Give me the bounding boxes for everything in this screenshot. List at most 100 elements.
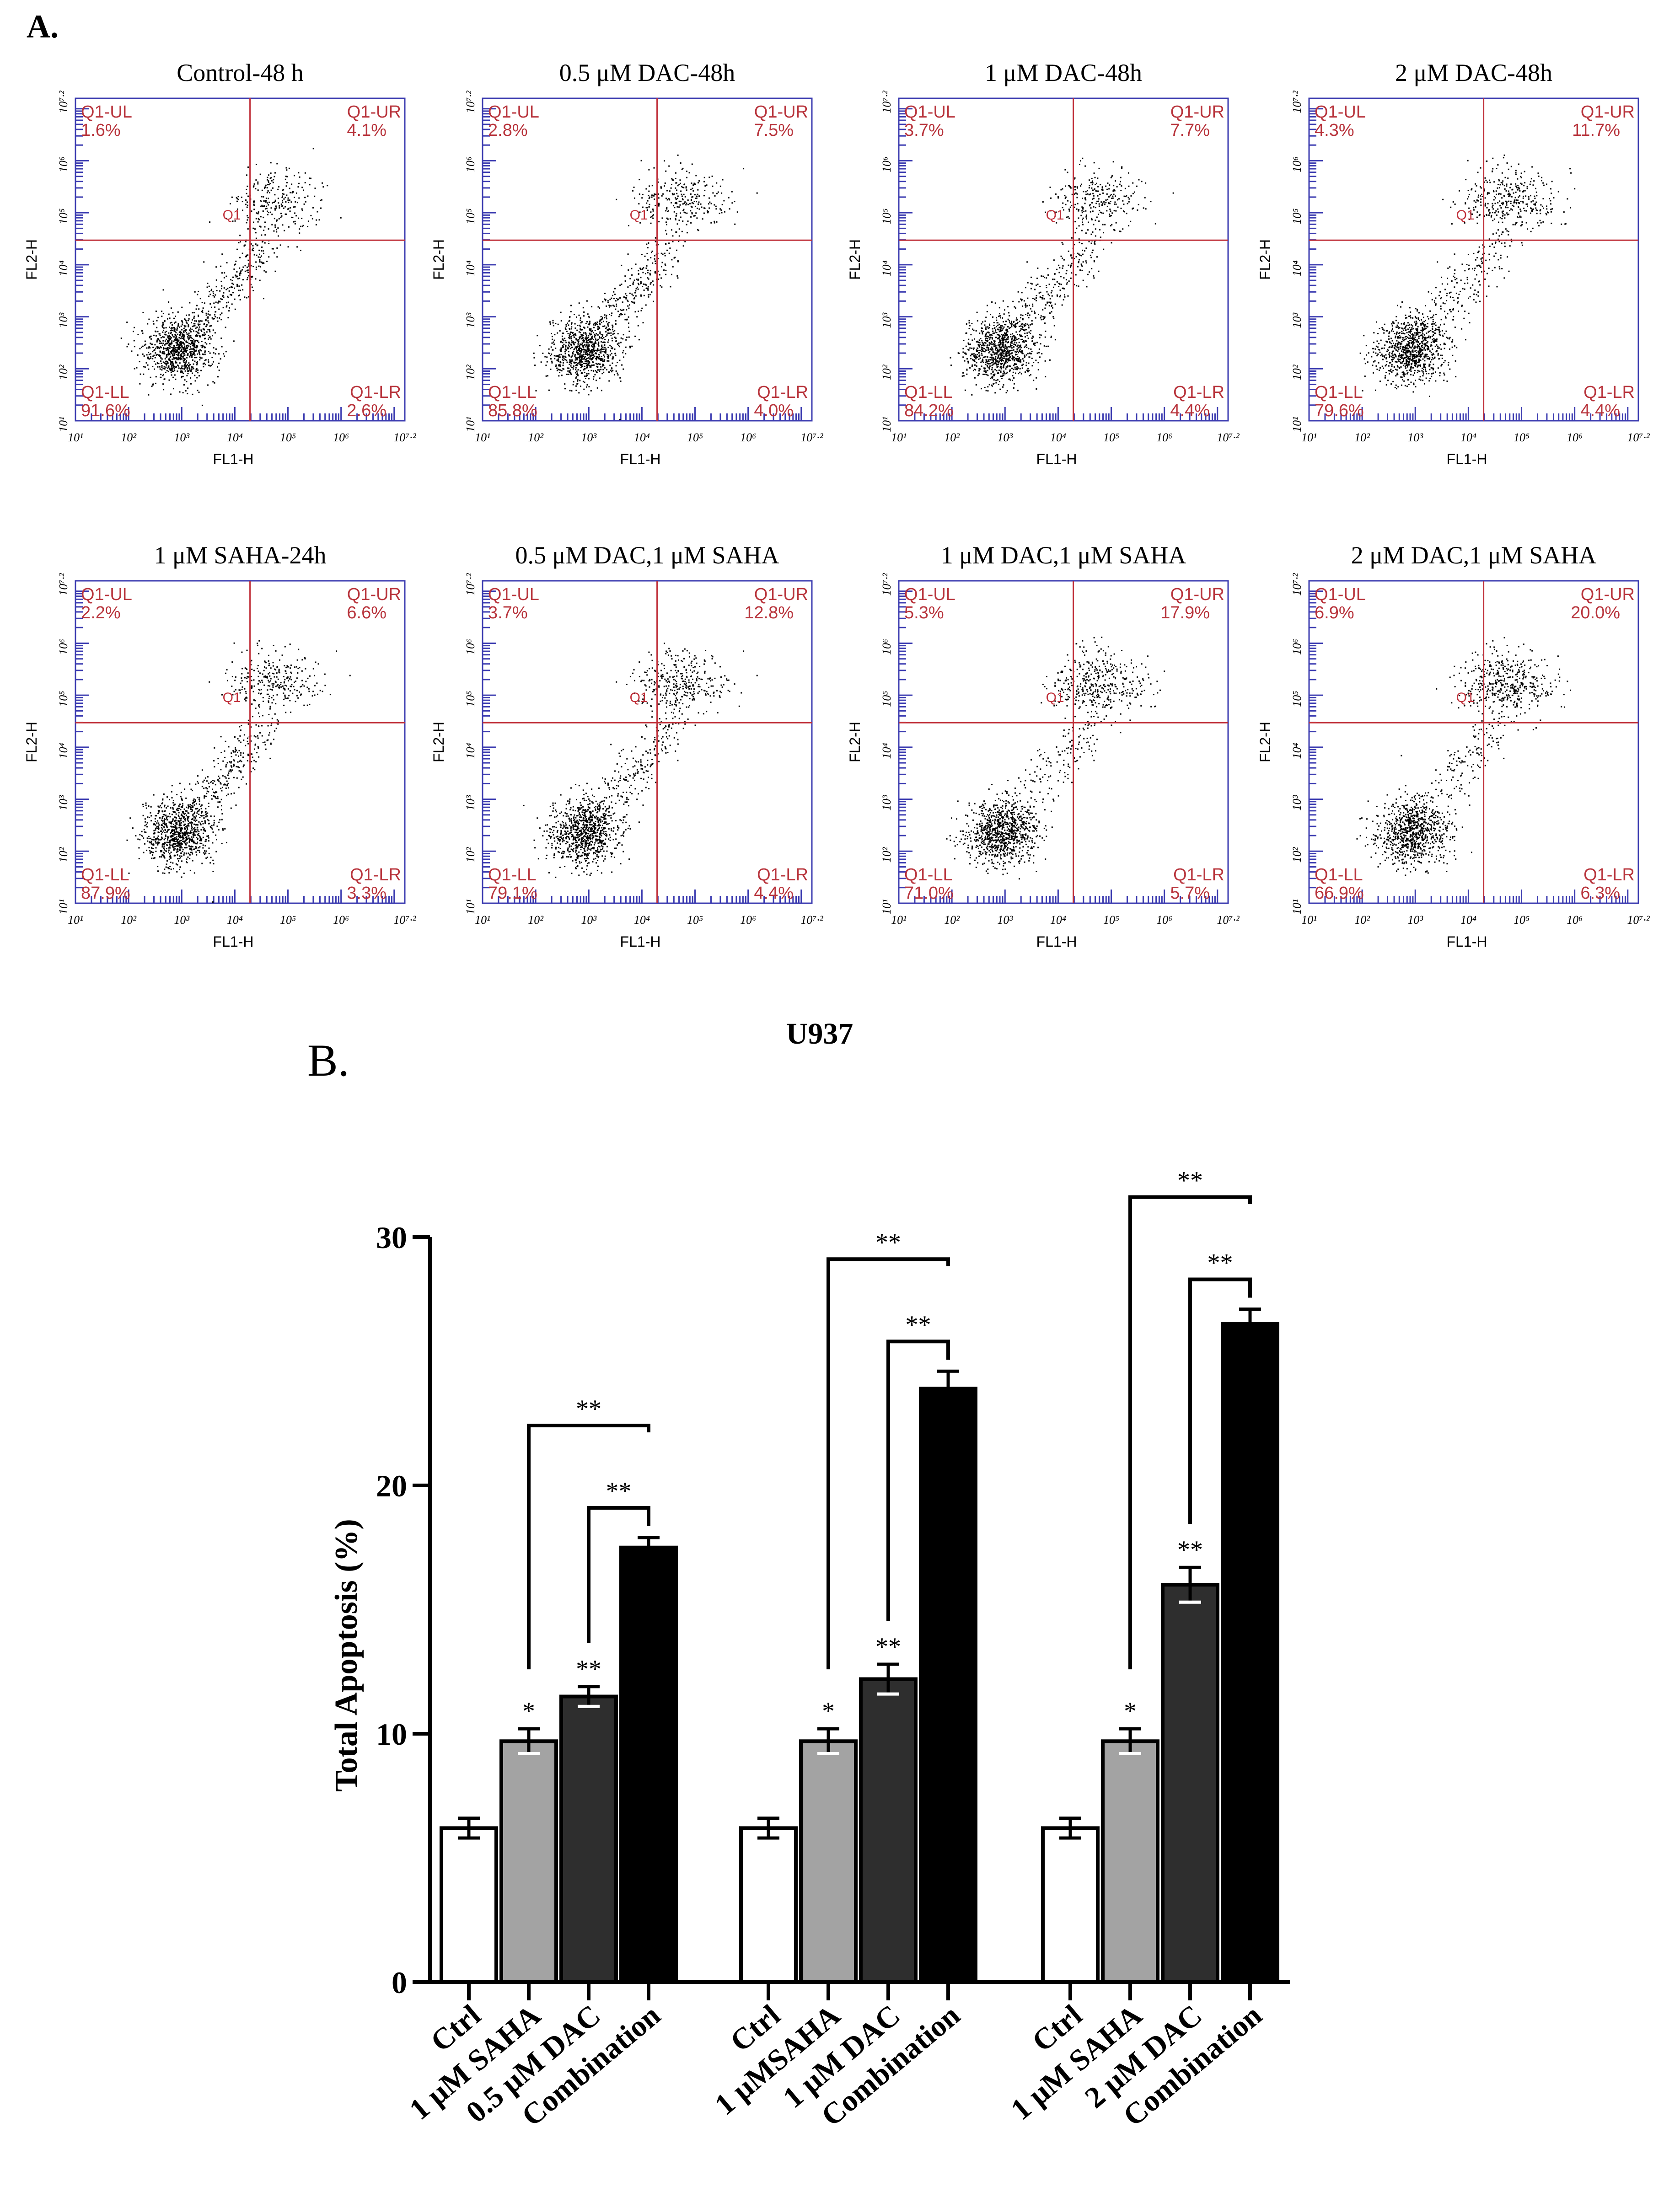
y-tick-label: 10³ xyxy=(1290,794,1304,810)
scatter-dots xyxy=(1356,637,1571,876)
y-tick-label: 10⁴ xyxy=(57,743,70,759)
gate-label: Q1 xyxy=(630,690,648,705)
quadrant-value-lr: 4.4% xyxy=(1580,401,1620,420)
y-tick-label: 10 xyxy=(376,1717,407,1752)
x-tick-label: 10⁵ xyxy=(1103,913,1119,927)
x-tick-label: 10² xyxy=(1354,913,1370,927)
gate-label: Q1 xyxy=(223,690,241,705)
x-tick-label: 10³ xyxy=(581,913,597,927)
x-tick-label: 10⁴ xyxy=(227,431,243,444)
significance-mark: ** xyxy=(576,1655,601,1683)
quadrant-value-lr: 6.3% xyxy=(1580,884,1620,903)
quadrant-name-ur: Q1-UR xyxy=(1170,585,1224,604)
y-tick-label: 10³ xyxy=(57,312,70,328)
flow-plot-title: 0.5 μM DAC,1 μM SAHA xyxy=(515,541,779,569)
scatter-dots xyxy=(120,148,342,406)
quadrant-name-ll: Q1-LL xyxy=(904,865,953,884)
quadrant-name-ur: Q1-UR xyxy=(347,102,401,122)
bracket-label: ** xyxy=(576,1395,601,1423)
quadrant-value-ul: 4.3% xyxy=(1315,121,1354,140)
y-tick-label: 10⁶ xyxy=(1290,639,1304,655)
quadrant-value-ur: 4.1% xyxy=(347,121,386,140)
quadrant-name-ul: Q1-UL xyxy=(81,102,132,122)
dot-cloud xyxy=(120,148,342,406)
quadrant-name-ll: Q1-LL xyxy=(1315,865,1363,884)
quadrant-value-ll: 71.0% xyxy=(904,884,954,903)
x-tick-label: 10² xyxy=(121,913,137,927)
significance-mark: ** xyxy=(875,1633,901,1661)
x-tick-label: 10⁶ xyxy=(1156,431,1172,444)
y-tick-label: 10¹ xyxy=(880,417,893,432)
quadrant-name-ul: Q1-UL xyxy=(904,102,955,122)
quadrant-name-ul: Q1-UL xyxy=(488,585,539,604)
x-tick-label: 10⁴ xyxy=(1460,431,1476,444)
scatter-dots xyxy=(1359,154,1576,397)
y-tick-label: 10⁵ xyxy=(1290,209,1304,225)
y-tick-label: 10⁷·² xyxy=(1290,573,1304,596)
quadrant-value-ur: 20.0% xyxy=(1571,603,1620,622)
x-tick-label: 10⁴ xyxy=(1050,431,1066,444)
y-axis-label: FL2-H xyxy=(847,722,863,762)
y-tick-label: 10⁵ xyxy=(57,209,70,225)
quadrant-name-ul: Q1-UL xyxy=(488,102,539,122)
scatter-dots xyxy=(946,637,1165,880)
dot-cloud xyxy=(1356,637,1571,876)
quadrant-value-ll: 79.1% xyxy=(488,884,537,903)
y-tick-label: 10³ xyxy=(464,794,477,810)
y-axis-label: FL2-H xyxy=(1257,239,1273,280)
dot-cloud xyxy=(1359,154,1576,397)
quadrant-name-lr: Q1-LR xyxy=(1173,865,1224,884)
x-tick-label: 10¹ xyxy=(475,431,490,444)
bracket-label: ** xyxy=(1208,1249,1233,1277)
x-tick-label: 10⁵ xyxy=(687,913,703,927)
y-tick-label: 10³ xyxy=(57,794,70,810)
y-tick-label: 10⁶ xyxy=(880,156,893,172)
x-tick-label: 10⁴ xyxy=(1460,913,1476,927)
flow-plot-title: 1 μM DAC-48h xyxy=(985,59,1142,86)
x-axis-label: FL1-H xyxy=(1036,451,1077,467)
y-tick-label: 10¹ xyxy=(464,417,477,432)
quadrant-value-ul: 2.2% xyxy=(81,603,121,622)
y-tick-label: 10¹ xyxy=(880,899,893,915)
quadrant-value-lr: 4.4% xyxy=(1170,401,1210,420)
y-tick-label: 10⁶ xyxy=(57,156,70,172)
x-tick-label: 10⁶ xyxy=(1156,913,1172,927)
x-tick-label: 10² xyxy=(944,431,960,444)
y-tick-label: 10⁴ xyxy=(880,743,893,759)
y-tick-label: 10⁵ xyxy=(464,209,477,225)
axis-ticks xyxy=(898,590,1218,904)
scatter-dots xyxy=(950,157,1174,396)
x-tick-label: 10¹ xyxy=(891,431,907,444)
quadrant-name-lr: Q1-LR xyxy=(350,383,401,402)
x-tick-label: 10⁷·² xyxy=(393,431,417,444)
y-tick-label: 10³ xyxy=(880,794,893,810)
quadrant-name-ur: Q1-UR xyxy=(1581,585,1635,604)
quadrant-value-ul: 6.9% xyxy=(1315,603,1354,622)
quadrant-value-ul: 3.7% xyxy=(488,603,528,622)
quadrant-value-ul: 5.3% xyxy=(904,603,944,622)
x-tick-label: 10⁵ xyxy=(280,431,296,444)
axis-ticks xyxy=(1308,108,1629,422)
y-tick-label: 10⁷·² xyxy=(880,90,893,113)
quadrant-name-ur: Q1-UR xyxy=(1581,102,1635,122)
gate-label: Q1 xyxy=(223,208,241,223)
x-tick-label: 10⁶ xyxy=(1567,431,1583,444)
x-tick-label: 10⁶ xyxy=(1567,913,1583,927)
quadrant-name-ul: Q1-UL xyxy=(1315,585,1366,604)
quadrant-name-lr: Q1-LR xyxy=(1173,383,1224,402)
x-tick-label: 10³ xyxy=(1407,431,1423,444)
chart-title: U937 xyxy=(786,1017,853,1050)
x-tick-label: 10⁴ xyxy=(227,913,243,927)
plot-frame xyxy=(898,97,1229,422)
y-tick-label: 10¹ xyxy=(57,899,70,915)
y-tick-label: 10⁵ xyxy=(57,691,70,707)
y-tick-label: 10⁶ xyxy=(57,639,70,655)
quadrant-name-ur: Q1-UR xyxy=(1170,102,1224,122)
axis-ticks xyxy=(482,590,802,904)
quadrant-value-ll: 91.6% xyxy=(81,401,130,420)
quadrant-name-ul: Q1-UL xyxy=(81,585,132,604)
